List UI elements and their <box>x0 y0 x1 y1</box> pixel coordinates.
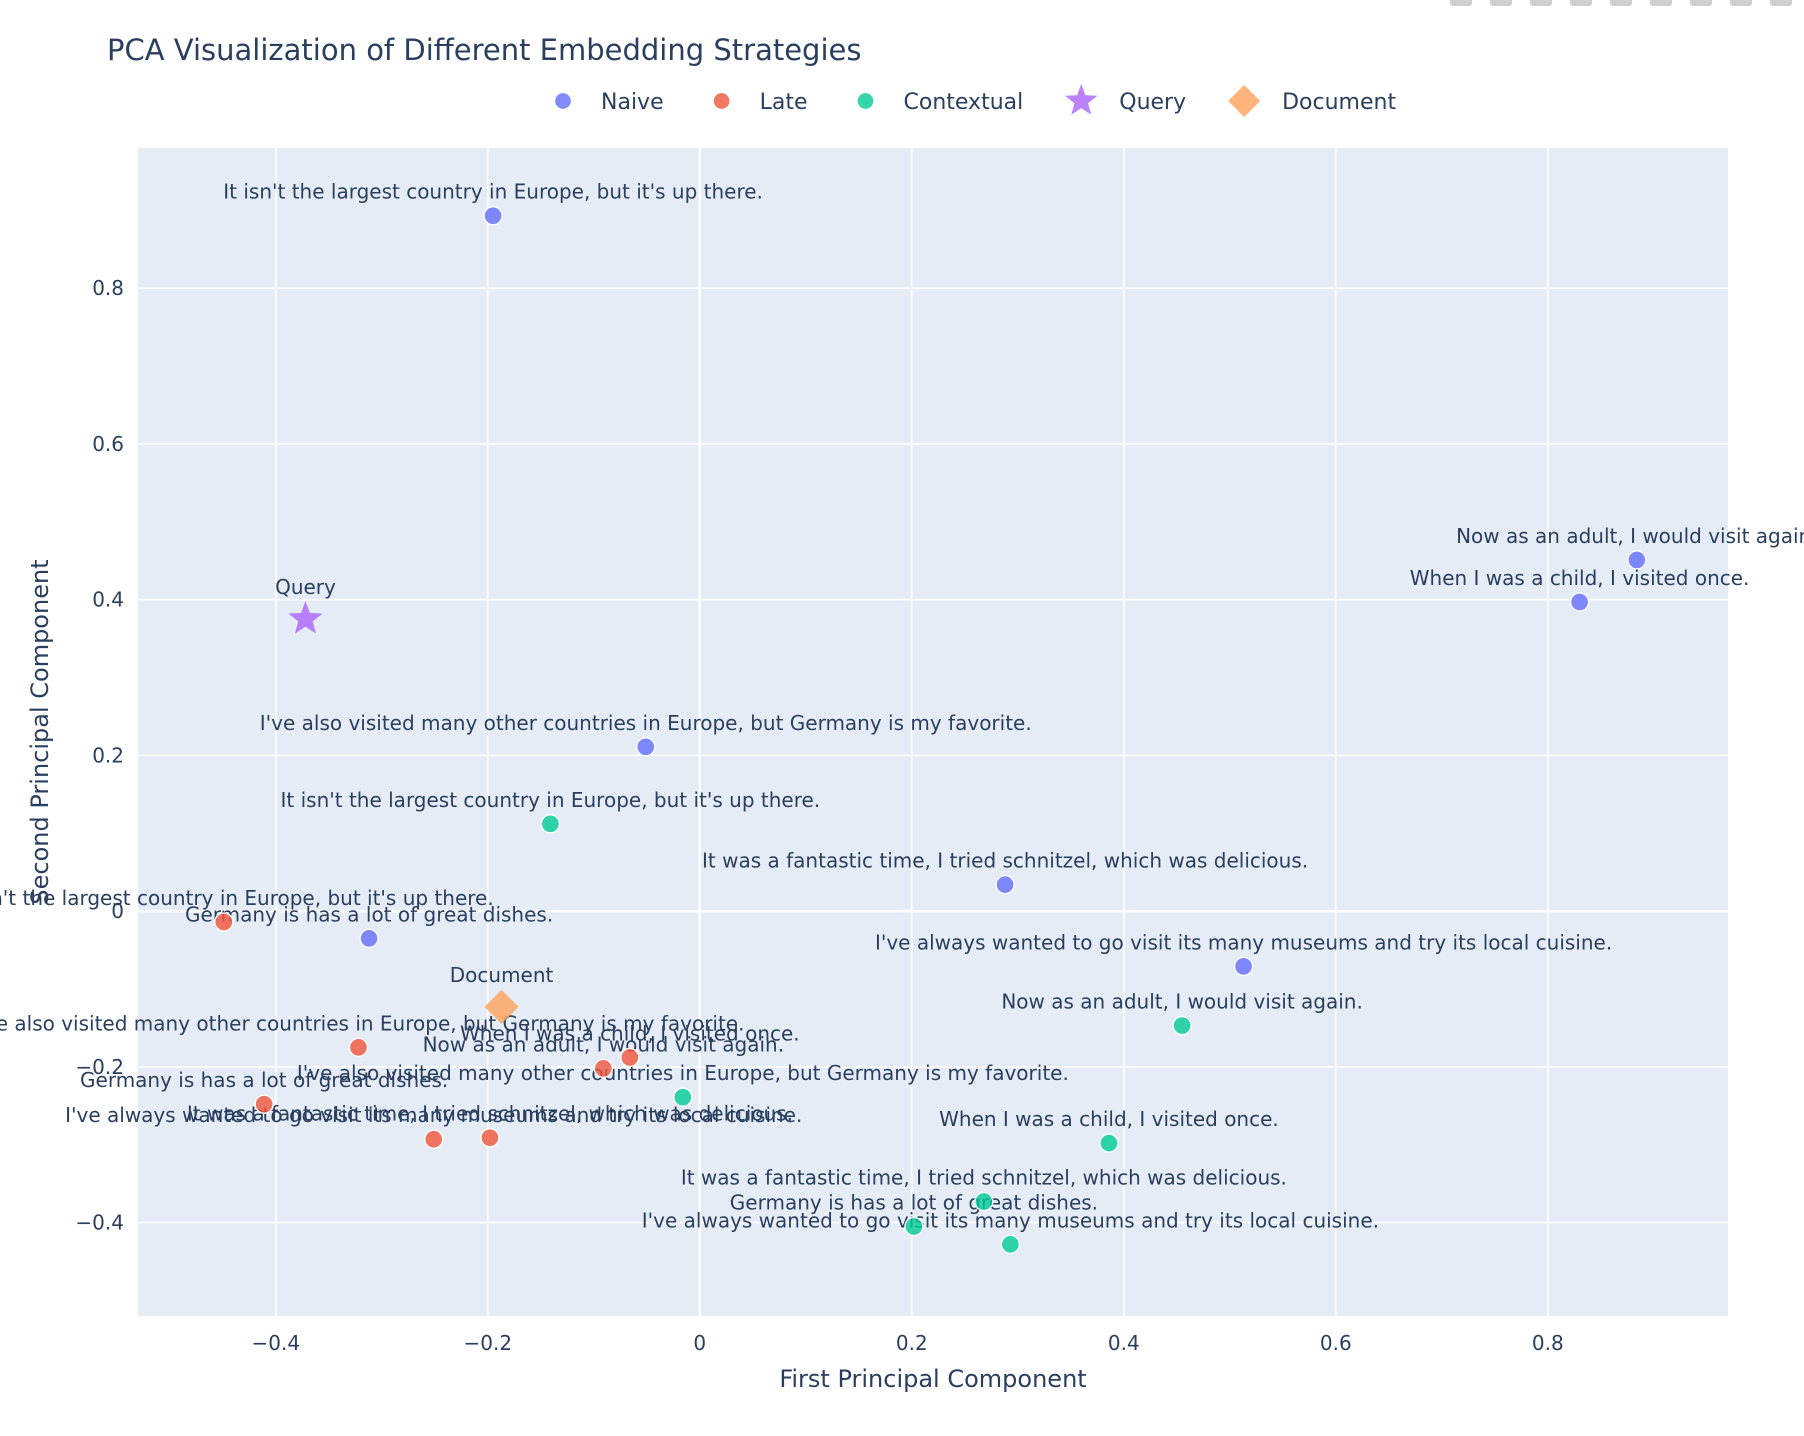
box-select-icon[interactable] <box>1570 0 1592 6</box>
point-label: I've always wanted to go visit its many … <box>65 1103 802 1127</box>
pan-icon[interactable] <box>1530 0 1552 6</box>
legend-item-label: Late <box>760 90 808 115</box>
lasso-icon[interactable] <box>1610 0 1632 6</box>
contextual-point <box>974 1191 994 1212</box>
point-label: It isn't the largest country in Europe, … <box>0 886 494 910</box>
x-tick-label: 0.6 <box>1320 1331 1352 1355</box>
y-tick-label: 0.8 <box>92 276 124 300</box>
data-markers[interactable] <box>214 206 1647 1255</box>
contextual-point <box>673 1087 693 1107</box>
grid <box>138 148 1728 1316</box>
naive-point <box>1627 550 1647 570</box>
contextual-legend-marker <box>856 91 875 111</box>
x-axis-title: First Principal Component <box>779 1365 1086 1393</box>
point-label: It was a fantastic time, I tried schnitz… <box>187 1102 793 1126</box>
legend-item-label: Contextual <box>904 90 1024 115</box>
point-label: When I was a child, I visited once. <box>1410 566 1750 590</box>
query-point <box>288 601 323 634</box>
point-label: Now as an adult, I would visit again. <box>1001 990 1362 1014</box>
point-label: Query <box>275 575 336 599</box>
point-label: It was a fantastic time, I tried schnitz… <box>702 849 1308 873</box>
late-point <box>620 1047 640 1068</box>
point-label: Now as an adult, I would visit again. <box>423 1032 784 1056</box>
y-tick-label: −0.2 <box>75 1055 124 1079</box>
contextual-point <box>904 1216 924 1237</box>
point-label: I've always wanted to go visit its many … <box>642 1208 1379 1232</box>
naive-point <box>1569 592 1590 612</box>
naive-legend-marker <box>553 91 573 111</box>
point-label: I've also visited many other countries i… <box>0 1011 744 1035</box>
point-labels: It isn't the largest country in Europe, … <box>0 180 1804 1233</box>
late-legend-marker <box>712 91 731 111</box>
reset-axes-icon[interactable] <box>1770 0 1792 6</box>
contextual-point <box>1172 1015 1192 1036</box>
modebar[interactable] <box>1450 0 1804 8</box>
document-legend-marker <box>1228 85 1261 117</box>
point-label: When I was a child, I visited once. <box>939 1107 1279 1131</box>
x-tick-label: −0.2 <box>464 1331 513 1355</box>
point-label: Now as an adult, I would visit again. <box>1456 524 1804 548</box>
late-point <box>348 1037 369 1058</box>
naive-point <box>483 206 503 226</box>
legend-item-label: Document <box>1282 90 1396 115</box>
point-label: Germany is has a lot of great dishes. <box>730 1190 1098 1214</box>
x-tick-label: −0.4 <box>252 1331 301 1355</box>
point-label: Document <box>450 963 554 987</box>
zoom-out-icon[interactable] <box>1690 0 1712 6</box>
contextual-point <box>540 814 560 834</box>
late-point <box>254 1094 274 1114</box>
y-tick-label: 0.6 <box>92 432 124 456</box>
y-axis-title: Second Principal Component <box>26 559 54 904</box>
naive-point <box>995 874 1015 895</box>
chart-title: PCA Visualization of Different Embedding… <box>107 33 861 67</box>
late-point <box>593 1058 613 1079</box>
point-label: Germany is has a lot of great dishes. <box>80 1068 448 1092</box>
autoscale-icon[interactable] <box>1730 0 1752 6</box>
naive-point <box>1233 956 1254 977</box>
point-label: It isn't the largest country in Europe, … <box>223 180 763 204</box>
late-point <box>214 912 234 932</box>
contextual-point <box>1000 1234 1021 1255</box>
late-point <box>424 1129 444 1149</box>
late-point <box>480 1128 500 1148</box>
zoom-icon[interactable] <box>1490 0 1512 6</box>
axis-ticks: −0.4 −0.2 0 0.2 0.4 0.6 0.8 −0.4 −0.2 0 0.2 0.4 0.6 0… <box>75 276 1563 1355</box>
zoom-in-icon[interactable] <box>1650 0 1672 6</box>
point-label: I've always wanted to go visit its many … <box>875 930 1612 954</box>
point-label: Germany is has a lot of great dishes. <box>185 902 553 926</box>
legend[interactable]: Naive Late Contextual Query Document <box>553 84 1397 117</box>
naive-point <box>359 928 379 948</box>
x-tick-label: 0.2 <box>896 1331 928 1355</box>
point-label: It isn't the largest country in Europe, … <box>281 788 821 812</box>
y-tick-label: −0.4 <box>75 1211 124 1235</box>
point-label: I've also visited many other countries i… <box>297 1061 1069 1085</box>
x-tick-label: 0.4 <box>1108 1331 1140 1355</box>
y-tick-label: 0.4 <box>92 588 124 612</box>
x-tick-label: 0.8 <box>1532 1331 1564 1355</box>
x-tick-label: 0 <box>693 1331 706 1355</box>
point-label: I've also visited many other countries i… <box>260 711 1032 735</box>
contextual-point <box>1099 1133 1119 1153</box>
point-label: When I was a child, I visited once. <box>460 1021 800 1045</box>
naive-point <box>636 737 656 757</box>
plot-area[interactable] <box>138 148 1728 1316</box>
y-tick-label: 0 <box>111 899 124 923</box>
camera-icon[interactable] <box>1450 0 1472 6</box>
legend-item-label: Query <box>1119 90 1186 115</box>
legend-item-label: Naive <box>601 90 664 115</box>
y-tick-label: 0.2 <box>92 743 124 767</box>
query-legend-marker <box>1065 84 1098 115</box>
point-label: It was a fantastic time, I tried schnitz… <box>681 1166 1287 1190</box>
document-point <box>484 989 519 1024</box>
